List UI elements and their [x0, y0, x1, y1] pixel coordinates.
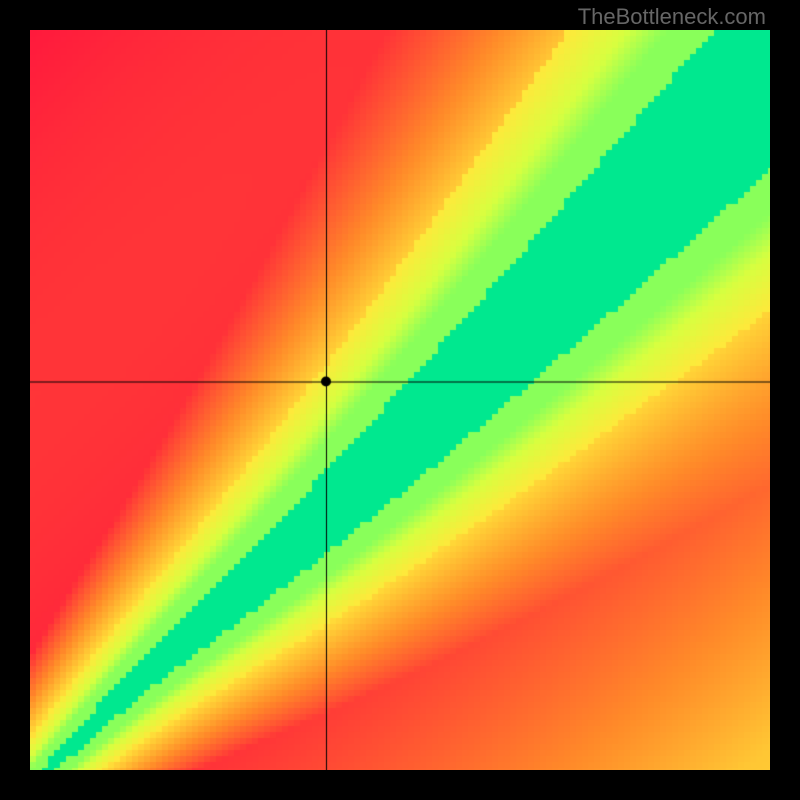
- bottleneck-heatmap: [30, 30, 770, 770]
- chart-container: TheBottleneck.com: [0, 0, 800, 800]
- watermark-text: TheBottleneck.com: [578, 4, 766, 30]
